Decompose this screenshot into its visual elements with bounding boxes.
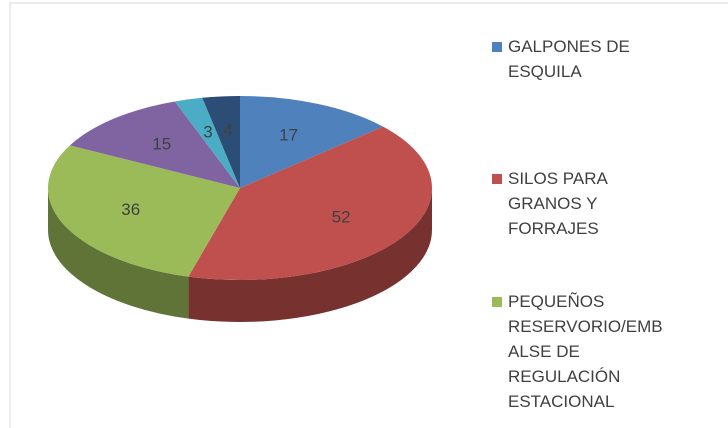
legend-swatch — [492, 174, 502, 184]
legend-swatch — [492, 42, 502, 52]
pie-slice — [240, 96, 384, 188]
legend-entry: PEQUEÑOS RESERVORIO/EMBALSE DE REGULACIÓ… — [492, 289, 672, 414]
data-label: 36 — [121, 200, 140, 219]
pie-side — [188, 188, 432, 322]
chart-border — [9, 2, 728, 428]
pie-slice — [202, 96, 240, 188]
data-label: 3 — [203, 123, 212, 142]
legend-label: GALPONES DE ESQUILA — [508, 37, 630, 81]
legend-label: SILOS PARA GRANOS Y FORRAJES — [508, 169, 607, 238]
data-label: 4 — [224, 121, 233, 140]
data-label: 17 — [279, 125, 298, 144]
pie-slice — [48, 145, 240, 277]
legend-label: PEQUEÑOS RESERVORIO/EMBALSE DE REGULACIÓ… — [508, 292, 663, 411]
pie-slice — [69, 101, 241, 188]
pie-slice — [188, 126, 432, 280]
legend-entry: SILOS PARA GRANOS Y FORRAJES — [492, 166, 672, 241]
legend-swatch — [492, 297, 502, 307]
data-label: 52 — [332, 208, 351, 227]
pie-side — [48, 188, 189, 319]
data-label: 15 — [152, 135, 171, 154]
legend-entry: GALPONES DE ESQUILA — [492, 34, 672, 84]
pie-slice — [174, 97, 240, 188]
